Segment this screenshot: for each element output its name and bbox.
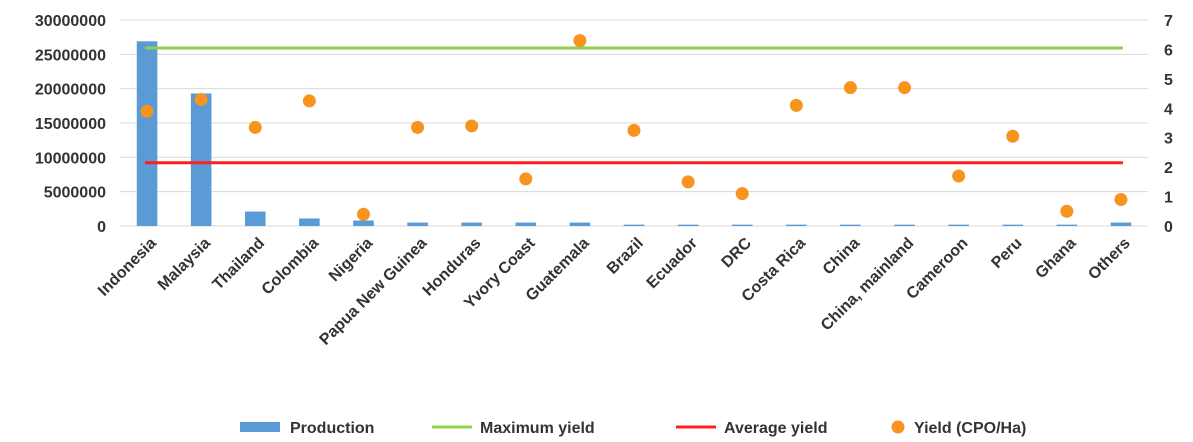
left-tick-label: 25000000 (35, 47, 106, 64)
bar-production (1110, 222, 1132, 226)
left-tick-label: 15000000 (35, 116, 106, 133)
right-tick-label: 4 (1164, 101, 1173, 118)
right-tick-label: 7 (1164, 13, 1173, 30)
legend-label-average-yield: Average yield (724, 420, 827, 437)
bar-production (299, 218, 320, 226)
legend-label-maximum-yield: Maximum yield (480, 420, 595, 437)
point-yield-cpo-ha (411, 120, 425, 134)
bar-production (677, 224, 699, 226)
gridlines (120, 19, 1148, 227)
category-label: Indonesia (95, 235, 160, 300)
point-yield-cpo-ha (843, 81, 857, 95)
left-tick-label: 5000000 (44, 185, 106, 202)
point-yield-cpo-ha (681, 175, 695, 189)
point-yield-cpo-ha (1114, 193, 1128, 207)
right-y-axis: 0 1 2 3 4 5 6 7 (1164, 13, 1173, 236)
category-label: Ghana (1032, 235, 1079, 282)
point-yield-cpo-ha (519, 172, 533, 186)
point-yield-cpo-ha (140, 104, 154, 118)
category-label: Papua New Guinea (317, 235, 431, 349)
legend-swatch-production (240, 422, 280, 432)
point-yield-cpo-ha (789, 98, 803, 112)
legend: Production Maximum yield Average yield Yiel… (240, 420, 1026, 437)
left-tick-label: 0 (97, 219, 106, 236)
point-yield-cpo-ha (356, 207, 370, 221)
right-tick-label: 6 (1164, 42, 1173, 59)
bar-production (948, 224, 969, 226)
right-tick-label: 1 (1164, 190, 1173, 207)
legend-swatch-yield-cpo-ha (891, 420, 905, 434)
bar-production (461, 222, 482, 226)
category-label: China, mainland (818, 235, 917, 334)
category-label: DRC (719, 234, 756, 271)
right-tick-label: 3 (1164, 131, 1173, 148)
point-yield-cpo-ha (194, 92, 208, 106)
point-yield-cpo-ha (573, 34, 587, 48)
point-yield-cpo-ha (627, 123, 641, 137)
point-yield-cpo-ha (898, 81, 912, 95)
bar-production (1056, 224, 1078, 226)
point-yield-cpo-ha (1060, 204, 1074, 218)
bar-production (136, 41, 158, 226)
category-label: Peru (988, 235, 1025, 272)
category-label: Others (1085, 235, 1134, 284)
point-yield-cpo-ha (248, 120, 262, 134)
bar-production (786, 224, 807, 226)
right-tick-label: 5 (1164, 72, 1173, 89)
bar-production (407, 222, 428, 226)
point-yield-cpo-ha (302, 94, 316, 108)
category-label: Colombia (259, 235, 323, 299)
bar-production (1002, 224, 1024, 226)
category-label: China (820, 235, 864, 279)
bar-production (894, 224, 915, 226)
point-yield-cpo-ha (465, 119, 479, 133)
bar-production (840, 224, 861, 226)
bar-production (515, 222, 537, 226)
bar-production (623, 224, 645, 226)
category-label: Malaysia (155, 235, 214, 294)
bar-production (244, 211, 266, 226)
point-yield-cpo-ha (952, 169, 966, 183)
left-tick-label: 10000000 (35, 150, 106, 167)
left-tick-label: 30000000 (35, 13, 106, 30)
left-tick-label: 20000000 (35, 82, 106, 99)
legend-label-production: Production (290, 420, 374, 437)
category-label: Nigeria (326, 235, 376, 285)
category-label: Ecuador (644, 235, 701, 292)
legend-label-yield-cpo-ha: Yield (CPO/Ha) (914, 420, 1026, 437)
bar-production (190, 93, 212, 227)
bar-production (569, 222, 591, 226)
category-label: Brazil (604, 235, 647, 278)
right-tick-label: 2 (1164, 160, 1173, 177)
yield-points (140, 34, 1128, 221)
right-tick-label: 0 (1164, 219, 1173, 236)
bar-production (353, 220, 374, 226)
bar-production (731, 224, 753, 226)
point-yield-cpo-ha (735, 187, 749, 201)
left-y-axis: 0 5000000 10000000 15000000 20000000 25000000… (35, 13, 106, 236)
yield-lines (145, 46, 1123, 165)
production-bars (136, 41, 1132, 227)
point-yield-cpo-ha (1006, 129, 1020, 143)
